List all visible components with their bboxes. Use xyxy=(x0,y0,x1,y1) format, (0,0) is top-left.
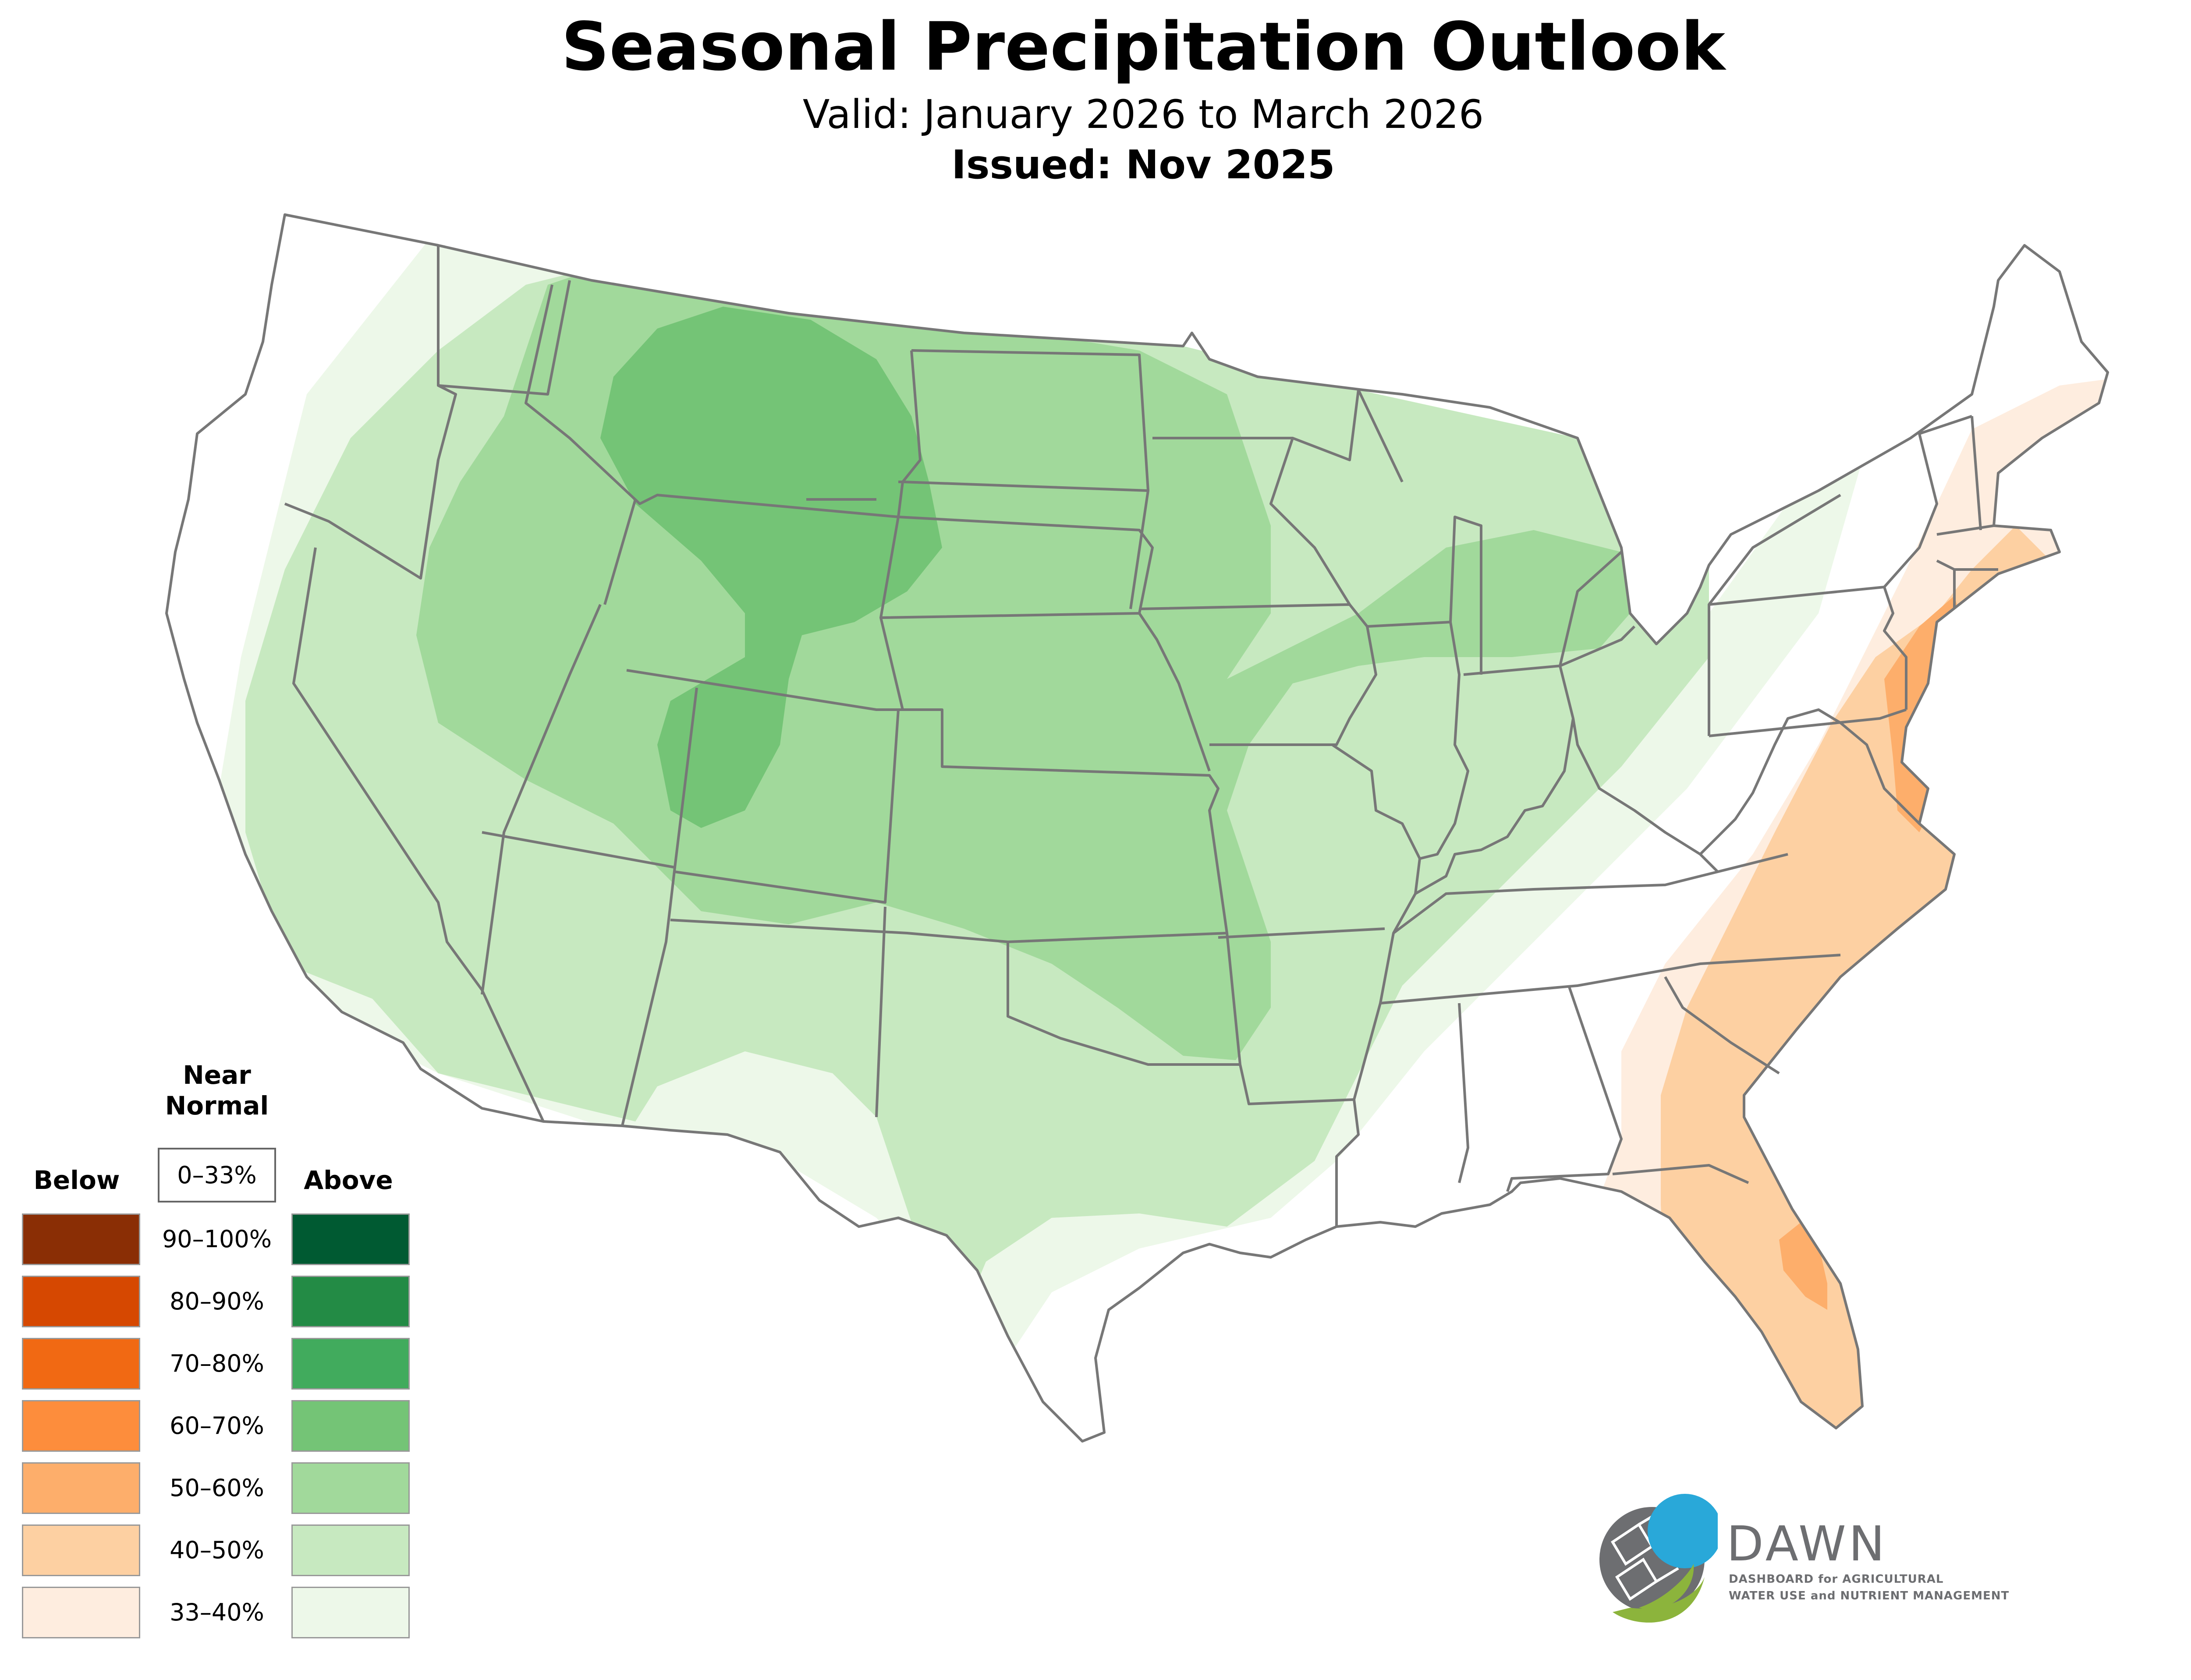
legend: Near Normal 0–33% Below Above 90–100% 80–… xyxy=(18,1060,456,1638)
dawn-logo-blue-circle xyxy=(1648,1494,1722,1568)
legend-band-label: 50–60% xyxy=(170,1474,264,1502)
legend-below-heading: Below xyxy=(33,1165,120,1195)
legend-band-label: 80–90% xyxy=(170,1287,264,1315)
legend-band-label: 33–40% xyxy=(170,1599,264,1626)
dawn-wordmark: DAWN xyxy=(1727,1516,1888,1572)
legend-below-swatch xyxy=(22,1587,140,1638)
legend-below-swatch xyxy=(22,1338,140,1390)
valid-period: Valid: January 2026 to March 2026 xyxy=(802,92,1484,138)
legend-below-swatch xyxy=(22,1462,140,1514)
legend-below-swatch xyxy=(22,1276,140,1327)
legend-above-swatch xyxy=(291,1276,410,1327)
issued-date: Issued: Nov 2025 xyxy=(951,142,1335,188)
legend-below-swatch xyxy=(22,1213,140,1265)
state-boundaries xyxy=(167,215,2108,1441)
legend-above-swatch xyxy=(291,1213,410,1265)
dawn-logo-icon xyxy=(1599,1494,1722,1623)
legend-band-label: 90–100% xyxy=(162,1225,272,1253)
dawn-tagline-line2: WATER USE and NUTRIENT MANAGEMENT xyxy=(1729,1589,2010,1602)
legend-near-normal-heading: Near Normal xyxy=(165,1060,269,1121)
legend-above-swatch xyxy=(291,1587,410,1638)
legend-above-swatch xyxy=(291,1462,410,1514)
legend-above-heading: Above xyxy=(304,1165,393,1195)
dawn-tagline-line1: DASHBOARD for AGRICULTURAL xyxy=(1729,1573,1944,1586)
legend-band-label: 70–80% xyxy=(170,1350,264,1377)
dawn-logo: DAWN DASHBOARD for AGRICULTURAL WATER US… xyxy=(1586,1489,2068,1634)
legend-band-label: 60–70% xyxy=(170,1412,264,1439)
dawn-logo-green-leaf xyxy=(1613,1577,1705,1623)
legend-near-normal-range: 0–33% xyxy=(158,1148,276,1203)
legend-below-swatch xyxy=(22,1524,140,1576)
legend-above-swatch xyxy=(291,1400,410,1452)
outlook-above-60-70 xyxy=(600,307,942,828)
map-title: Seasonal Precipitation Outlook xyxy=(561,8,1726,85)
legend-above-swatch xyxy=(291,1524,410,1576)
legend-band-label: 40–50% xyxy=(170,1536,264,1564)
legend-below-swatch xyxy=(22,1400,140,1452)
legend-above-swatch xyxy=(291,1338,410,1390)
